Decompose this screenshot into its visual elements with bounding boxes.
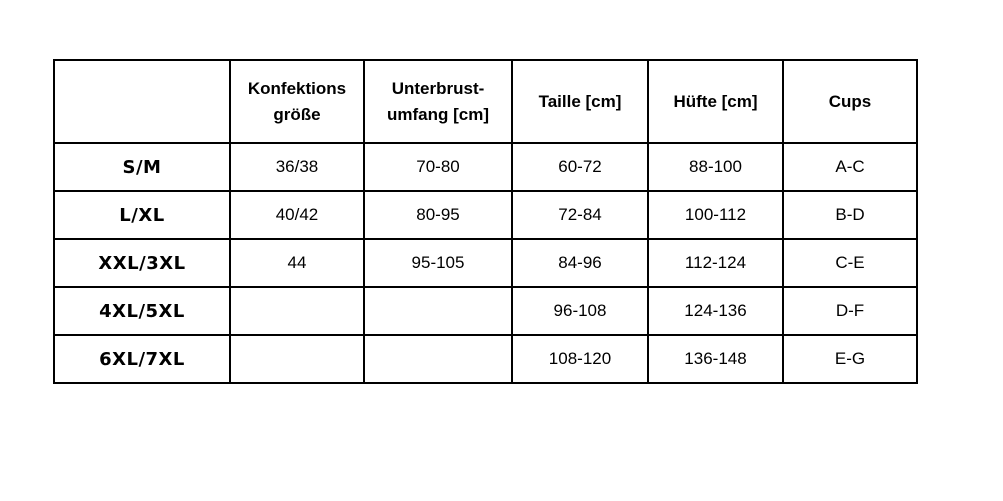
cell-size-label: 6XL/7XL xyxy=(53,334,231,384)
cell-unterbrustumfang xyxy=(363,286,513,336)
header-line: umfang [cm] xyxy=(387,104,489,124)
cell-taille: 72-84 xyxy=(511,190,649,240)
cell-taille: 108-120 xyxy=(511,334,649,384)
header-cups: Cups xyxy=(782,59,918,144)
header-konfektionsgroesse: Konfektions größe xyxy=(229,59,365,144)
cell-huefte: 88-100 xyxy=(647,142,784,192)
cell-cups: A-C xyxy=(782,142,918,192)
table-row: XXL/3XL 44 95-105 84-96 112-124 C-E xyxy=(53,238,918,288)
cell-unterbrustumfang: 80-95 xyxy=(363,190,513,240)
cell-huefte: 124-136 xyxy=(647,286,784,336)
header-row: Konfektions größe Unterbrust- umfang [cm… xyxy=(53,59,918,144)
cell-cups: B-D xyxy=(782,190,918,240)
cell-size-label: S/M xyxy=(53,142,231,192)
table-row: L/XL 40/42 80-95 72-84 100-112 B-D xyxy=(53,190,918,240)
cell-size-label: XXL/3XL xyxy=(53,238,231,288)
table-row: S/M 36/38 70-80 60-72 88-100 A-C xyxy=(53,142,918,192)
cell-cups: E-G xyxy=(782,334,918,384)
cell-konfektionsgroesse xyxy=(229,286,365,336)
table-row: 4XL/5XL 96-108 124-136 D-F xyxy=(53,286,918,336)
cell-konfektionsgroesse: 36/38 xyxy=(229,142,365,192)
size-chart-table: Konfektions größe Unterbrust- umfang [cm… xyxy=(53,59,918,384)
header-taille: Taille [cm] xyxy=(511,59,649,144)
cell-cups: D-F xyxy=(782,286,918,336)
header-line: größe xyxy=(273,104,321,124)
cell-unterbrustumfang: 70-80 xyxy=(363,142,513,192)
header-line: Konfektions xyxy=(247,78,347,98)
cell-huefte: 100-112 xyxy=(647,190,784,240)
header-unterbrustumfang: Unterbrust- umfang [cm] xyxy=(363,59,513,144)
cell-konfektionsgroesse: 44 xyxy=(229,238,365,288)
cell-taille: 96-108 xyxy=(511,286,649,336)
cell-konfektionsgroesse xyxy=(229,334,365,384)
cell-konfektionsgroesse: 40/42 xyxy=(229,190,365,240)
header-empty xyxy=(53,59,231,144)
cell-size-label: 4XL/5XL xyxy=(53,286,231,336)
cell-cups: C-E xyxy=(782,238,918,288)
header-huefte: Hüfte [cm] xyxy=(647,59,784,144)
cell-size-label: L/XL xyxy=(53,190,231,240)
cell-unterbrustumfang xyxy=(363,334,513,384)
cell-taille: 60-72 xyxy=(511,142,649,192)
cell-unterbrustumfang: 95-105 xyxy=(363,238,513,288)
cell-taille: 84-96 xyxy=(511,238,649,288)
header-line: Unterbrust- xyxy=(391,78,485,98)
table-row: 6XL/7XL 108-120 136-148 E-G xyxy=(53,334,918,384)
cell-huefte: 136-148 xyxy=(647,334,784,384)
cell-huefte: 112-124 xyxy=(647,238,784,288)
